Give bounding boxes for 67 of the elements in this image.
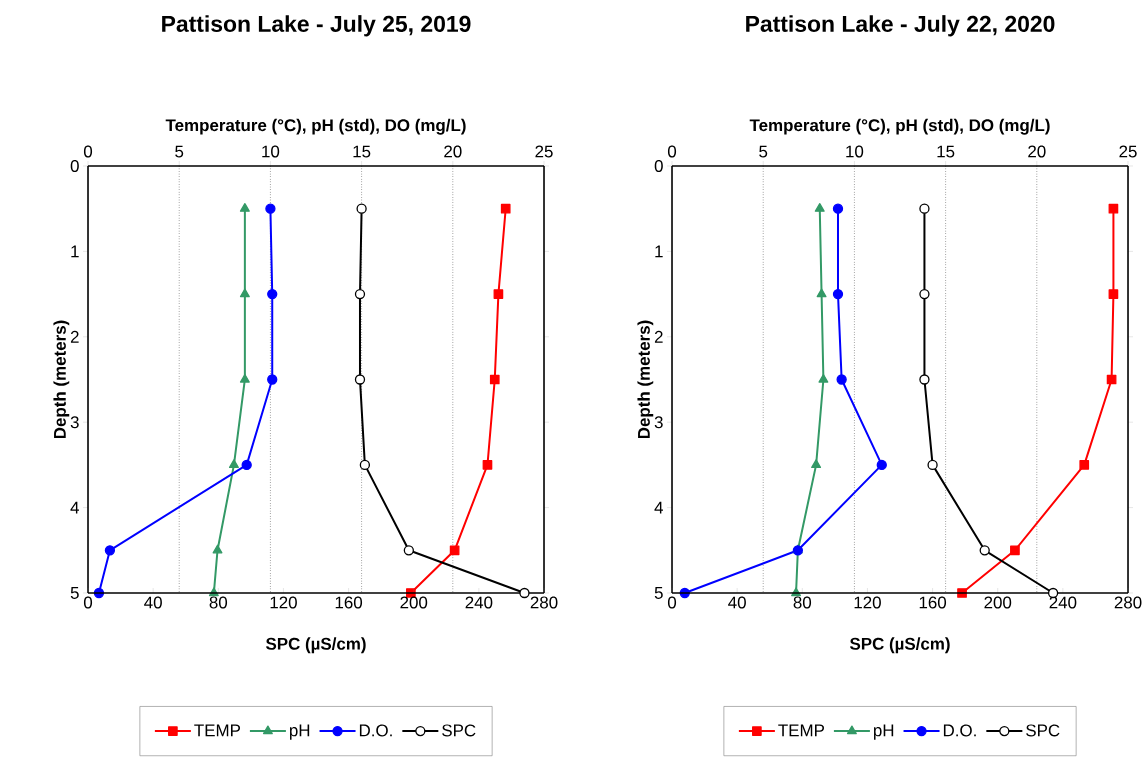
x-tick-label: 40 — [728, 596, 746, 609]
x-tick-label: 280 — [530, 596, 558, 609]
x2-tick-label: 0 — [83, 145, 93, 158]
x2-tick-label: 5 — [759, 145, 768, 158]
legend-label: TEMP — [194, 724, 241, 737]
point — [354, 374, 366, 385]
point — [354, 288, 366, 300]
y-tick-label: 3 — [654, 416, 663, 429]
x2-tick-label: 10 — [846, 145, 864, 158]
x-tick-label: 120 — [270, 596, 297, 609]
point — [919, 288, 930, 300]
x-tick-label: 200 — [400, 596, 428, 609]
chart-title: Pattison Lake - July 22, 2020 — [746, 15, 1055, 37]
x2-tick-label: 20 — [1028, 145, 1046, 158]
legend-label: TEMP — [778, 724, 825, 737]
x-tick-label: 280 — [1114, 596, 1142, 609]
x2-axis-title: Temperature (°C), pH (std), DO (mg/L) — [749, 118, 1050, 135]
x2-tick-label: 0 — [667, 145, 677, 158]
x-tick-label: 120 — [854, 596, 881, 609]
x2-tick-label: 15 — [353, 145, 371, 158]
x-axis-title: SPC (µS/cm) — [849, 637, 950, 654]
legend-label: SPC — [1026, 724, 1060, 737]
y-tick-label: 1 — [71, 245, 79, 258]
legend-label: SPC — [442, 724, 476, 737]
x-tick-label: 80 — [209, 596, 228, 609]
x-tick-label: 0 — [83, 596, 93, 609]
y-tick-label: 5 — [654, 587, 663, 599]
legend-label: D.O. — [943, 724, 976, 737]
y-tick-label: 2 — [654, 330, 663, 343]
point — [359, 459, 371, 471]
legend-label: D.O. — [359, 724, 392, 737]
y-tick-label: 2 — [70, 330, 79, 343]
y-tick-label: 0 — [70, 159, 79, 172]
point — [919, 374, 930, 385]
x2-tick-label: 20 — [444, 145, 462, 158]
x-tick-label: 240 — [1049, 596, 1077, 609]
x2-tick-label: 5 — [175, 145, 184, 158]
point — [519, 587, 530, 599]
y-tick-label: 0 — [654, 159, 663, 172]
y-tick-label: 3 — [70, 416, 79, 429]
point — [927, 459, 938, 471]
x2-tick-label: 15 — [937, 145, 955, 158]
point — [979, 545, 990, 556]
y-axis-title: Depth (meters) — [637, 320, 654, 439]
legend-label: pH — [873, 724, 894, 740]
x2-axis-title: Temperature (°C), pH (std), DO (mg/L) — [165, 118, 466, 135]
x-tick-label: 240 — [465, 596, 493, 609]
x-tick-label: 0 — [667, 596, 677, 609]
x2-tick-label: 25 — [1119, 145, 1137, 158]
y-tick-label: 4 — [70, 501, 79, 514]
y-tick-label: 1 — [655, 245, 663, 258]
chart-title: Pattison Lake - July 25, 2019 — [162, 15, 471, 37]
point — [403, 545, 414, 556]
x-tick-label: 80 — [793, 596, 812, 609]
y-tick-label: 4 — [654, 501, 663, 514]
point — [356, 203, 367, 214]
x2-tick-label: 10 — [262, 145, 280, 158]
x-tick-label: 160 — [335, 596, 363, 609]
point — [919, 203, 930, 214]
x-tick-label: 200 — [984, 596, 1012, 609]
x-tick-label: 160 — [919, 596, 947, 609]
x-tick-label: 40 — [144, 596, 162, 609]
y-axis-title: Depth (meters) — [53, 320, 70, 439]
x-axis-title: SPC (µS/cm) — [265, 637, 366, 654]
legend-label: pH — [289, 724, 310, 740]
y-tick-label: 5 — [70, 587, 79, 599]
x2-tick-label: 25 — [535, 145, 553, 158]
